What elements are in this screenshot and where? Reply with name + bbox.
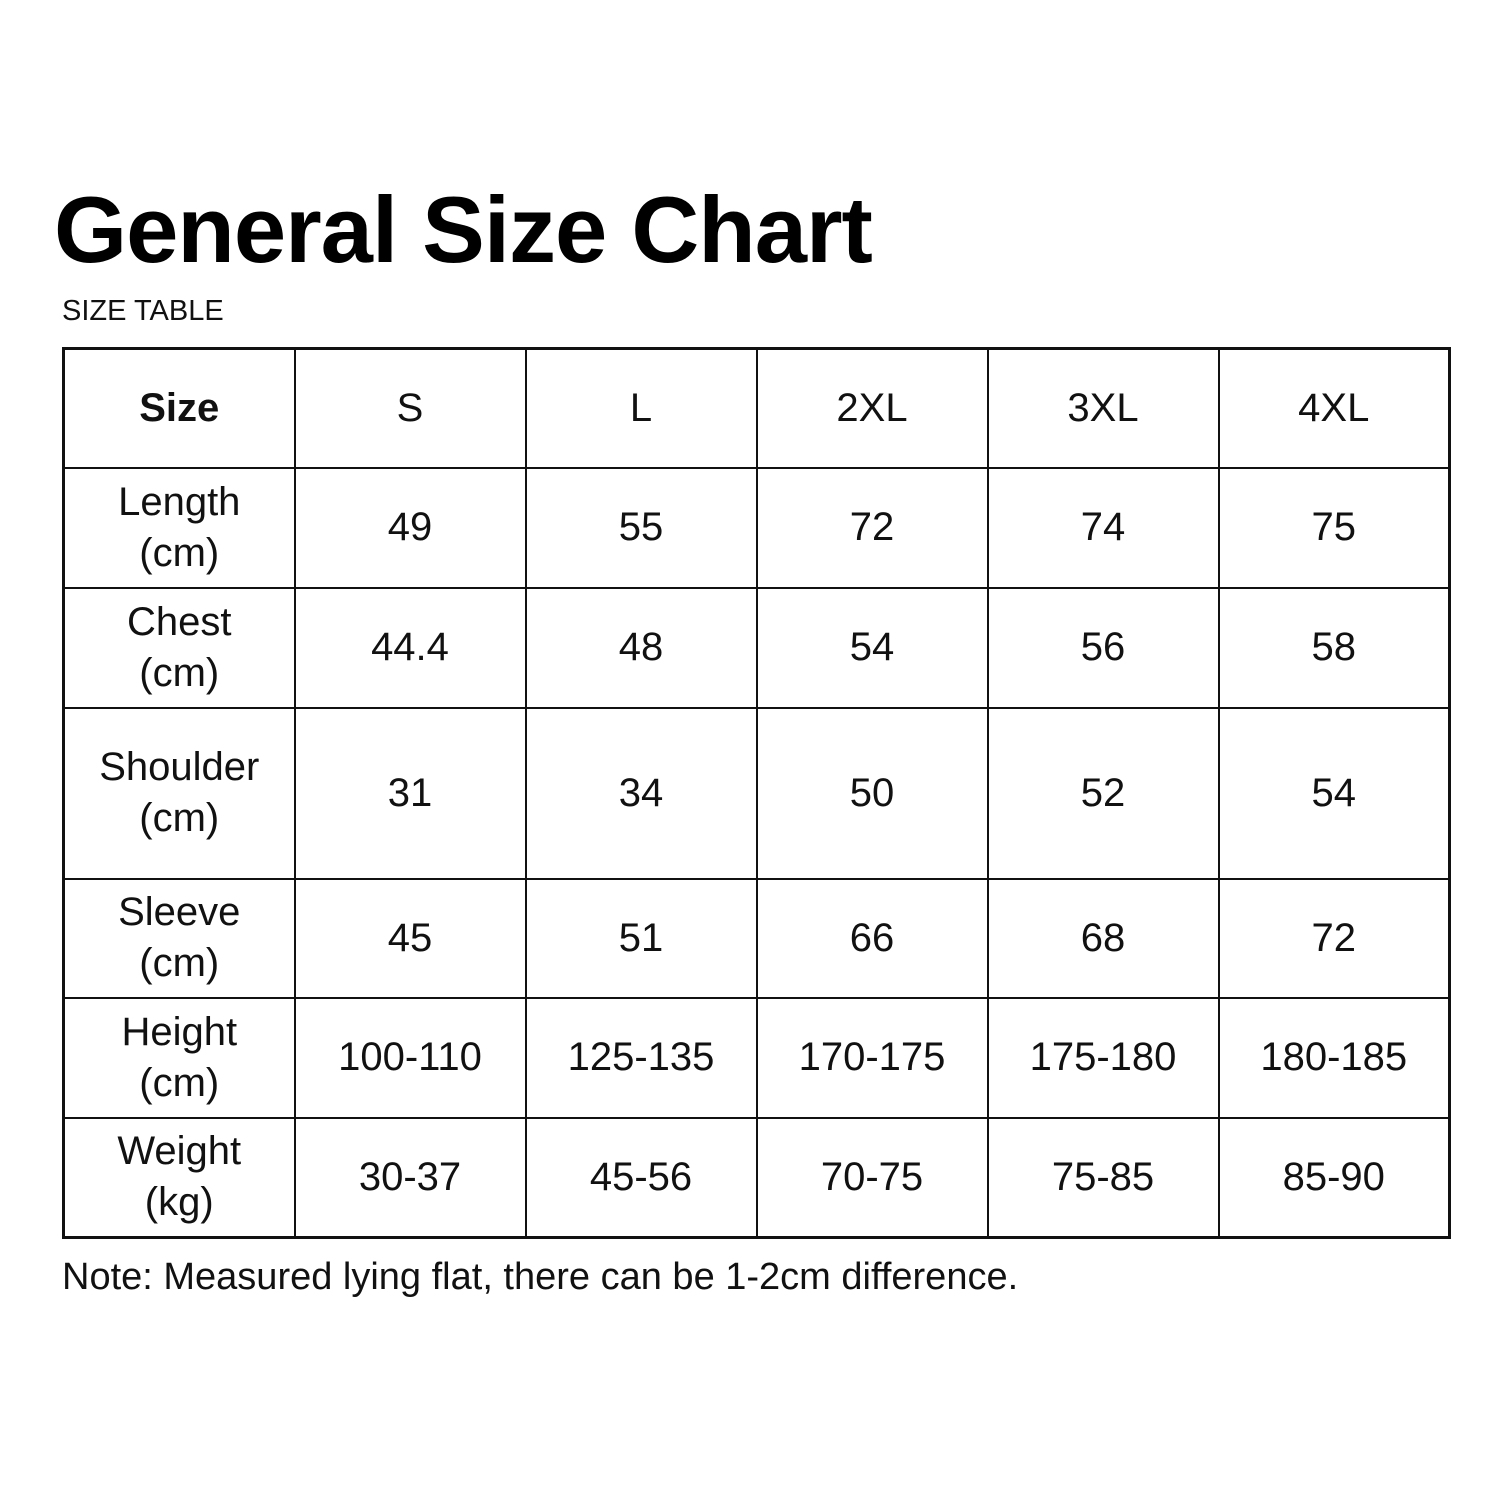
row-label-unit: (cm) bbox=[139, 530, 220, 575]
table-cell: 180-185 bbox=[1217, 996, 1451, 1119]
table-cell: 170-175 bbox=[755, 996, 989, 1119]
table-cell: 74 bbox=[986, 466, 1220, 589]
table-cell: 50 bbox=[755, 706, 989, 880]
table-cell: 175-180 bbox=[986, 996, 1220, 1119]
table-cell: 45 bbox=[293, 877, 527, 999]
row-label-name: Chest bbox=[127, 599, 232, 644]
table-cell: 75 bbox=[1217, 466, 1451, 589]
table-cell: 100-110 bbox=[293, 996, 527, 1119]
page-title: General Size Chart bbox=[54, 177, 873, 282]
table-cell: 31 bbox=[293, 706, 527, 880]
row-label-unit: (kg) bbox=[144, 1180, 214, 1225]
table-row-sleeve: Sleeve (cm) 45 51 66 68 72 bbox=[62, 877, 1451, 999]
table-cell: 68 bbox=[986, 877, 1220, 999]
table-cell: 125-135 bbox=[524, 996, 758, 1119]
row-label-unit: (cm) bbox=[139, 796, 220, 840]
row-label-name: Sleeve bbox=[118, 890, 241, 934]
header-cell-size: Size bbox=[62, 347, 296, 469]
table-cell: 58 bbox=[1217, 586, 1451, 709]
table-row-length: Length (cm) 49 55 72 74 75 bbox=[62, 466, 1451, 589]
header-cell: S bbox=[293, 347, 527, 469]
table-cell: 72 bbox=[1217, 877, 1451, 999]
table-cell: 85-90 bbox=[1217, 1116, 1451, 1239]
size-table: Size S L 2XL 3XL 4XL Length (cm) 49 55 7… bbox=[62, 347, 1451, 1239]
row-label: Height (cm) bbox=[62, 996, 296, 1119]
table-cell: 44.4 bbox=[293, 586, 527, 709]
table-cell: 70-75 bbox=[755, 1116, 989, 1239]
table-row-chest: Chest (cm) 44.4 48 54 56 58 bbox=[62, 586, 1451, 709]
row-label-unit: (cm) bbox=[139, 1060, 220, 1105]
row-label-name: Shoulder bbox=[99, 745, 260, 789]
row-label-unit: (cm) bbox=[139, 941, 220, 985]
page-subtitle: SIZE TABLE bbox=[62, 295, 224, 327]
table-cell: 55 bbox=[524, 466, 758, 589]
table-cell: 45-56 bbox=[524, 1116, 758, 1239]
table-cell: 56 bbox=[986, 586, 1220, 709]
row-label: Weight (kg) bbox=[62, 1116, 296, 1239]
table-cell: 52 bbox=[986, 706, 1220, 880]
table-cell: 75-85 bbox=[986, 1116, 1220, 1239]
header-cell: 4XL bbox=[1217, 347, 1451, 469]
measurement-note: Note: Measured lying flat, there can be … bbox=[62, 1256, 1019, 1298]
table-cell: 54 bbox=[755, 586, 989, 709]
header-cell: 3XL bbox=[986, 347, 1220, 469]
table-cell: 30-37 bbox=[293, 1116, 527, 1239]
header-cell: 2XL bbox=[755, 347, 989, 469]
table-row-shoulder: Shoulder (cm) 31 34 50 52 54 bbox=[62, 706, 1451, 880]
table-cell: 48 bbox=[524, 586, 758, 709]
table-cell: 49 bbox=[293, 466, 527, 589]
row-label: Sleeve (cm) bbox=[62, 877, 296, 999]
table-cell: 51 bbox=[524, 877, 758, 999]
row-label-unit: (cm) bbox=[139, 650, 220, 695]
table-header-row: Size S L 2XL 3XL 4XL bbox=[62, 347, 1451, 469]
table-row-weight: Weight (kg) 30-37 45-56 70-75 75-85 85-9… bbox=[62, 1116, 1451, 1239]
row-label: Shoulder (cm) bbox=[62, 706, 296, 880]
table-cell: 66 bbox=[755, 877, 989, 999]
row-label-name: Length bbox=[118, 479, 241, 524]
row-label: Chest (cm) bbox=[62, 586, 296, 709]
table-cell: 54 bbox=[1217, 706, 1451, 880]
header-cell: L bbox=[524, 347, 758, 469]
table-row-height: Height (cm) 100-110 125-135 170-175 175-… bbox=[62, 996, 1451, 1119]
row-label: Length (cm) bbox=[62, 466, 296, 589]
row-label-name: Height bbox=[121, 1009, 238, 1054]
table-cell: 34 bbox=[524, 706, 758, 880]
row-label-name: Weight bbox=[117, 1129, 242, 1174]
table-cell: 72 bbox=[755, 466, 989, 589]
